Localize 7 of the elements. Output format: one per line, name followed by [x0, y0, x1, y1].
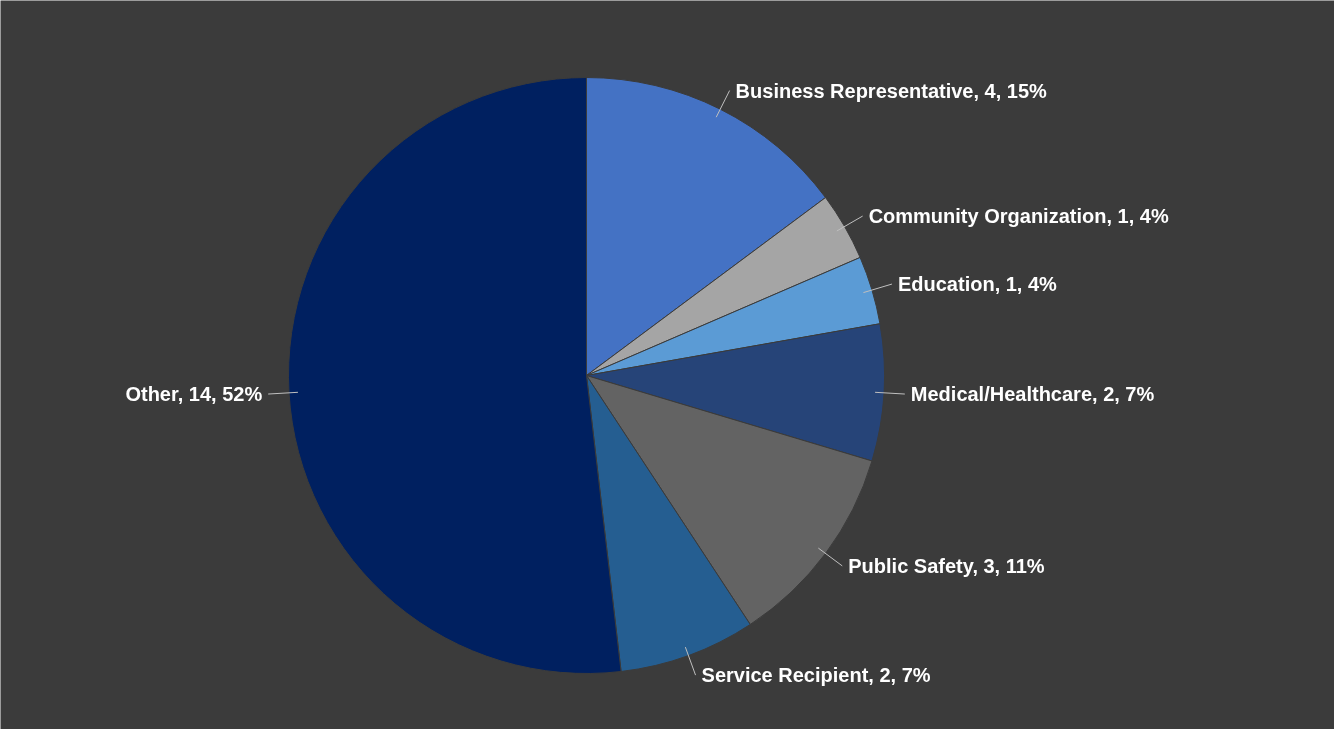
- slice-label: Education, 1, 4%: [897, 273, 1058, 296]
- slice-label: Community Organization, 1, 4%: [868, 205, 1169, 228]
- slice-label: Other, 14, 52%: [125, 383, 263, 406]
- slice-label: Service Recipient, 2, 7%: [701, 664, 931, 687]
- slice-label: Medical/Healthcare, 2, 7%: [910, 383, 1155, 406]
- slice-label: Public Safety, 3, 11%: [848, 554, 1045, 577]
- slice-label: Business Representative, 4, 15%: [735, 79, 1048, 102]
